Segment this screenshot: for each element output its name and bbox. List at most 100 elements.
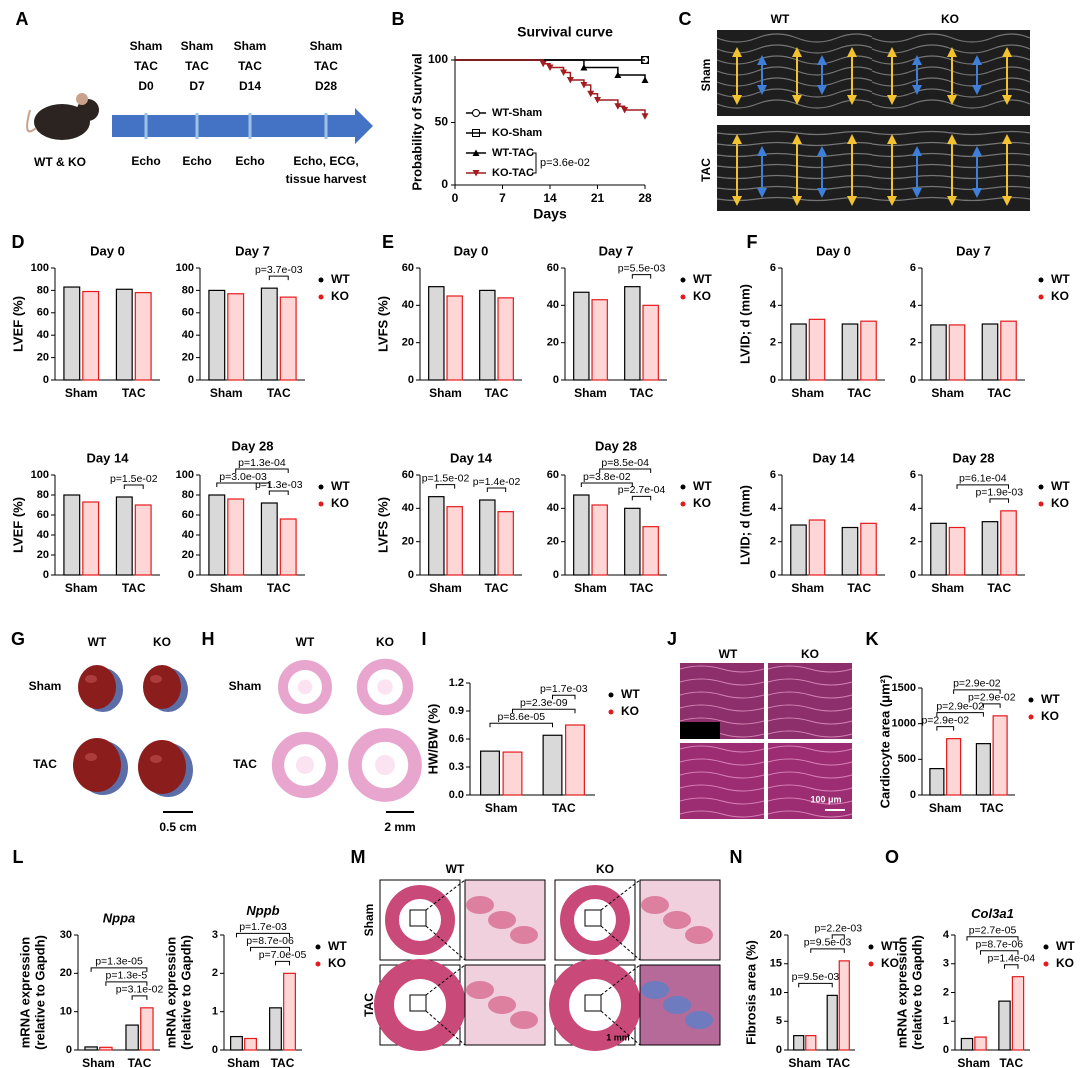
y-tick-label: 1500 bbox=[892, 682, 916, 694]
section-lumen bbox=[375, 755, 395, 775]
row-label: TAC bbox=[362, 993, 376, 1017]
bar bbox=[479, 499, 496, 576]
survival-line bbox=[455, 59, 646, 80]
bar bbox=[260, 287, 278, 381]
marker bbox=[641, 113, 649, 120]
legend-label: WT bbox=[328, 939, 347, 953]
legend-label: WT bbox=[1051, 272, 1070, 286]
zoom-line bbox=[600, 1010, 641, 1046]
y-tick-label: 0 bbox=[408, 374, 414, 386]
legend-dot bbox=[1038, 294, 1044, 300]
legend-label: KO bbox=[1051, 496, 1069, 510]
histology-texture bbox=[767, 758, 853, 766]
marker bbox=[594, 97, 601, 104]
trichrome-section bbox=[374, 959, 466, 1051]
y-axis-label: mRNA expression bbox=[894, 937, 909, 1049]
x-tick-label: Sham bbox=[791, 386, 824, 400]
bar bbox=[808, 519, 826, 576]
y-tick-label: 4 bbox=[943, 929, 950, 941]
row-label: TAC bbox=[33, 757, 57, 771]
bar bbox=[542, 734, 563, 796]
timeline-below: tissue harvest bbox=[286, 172, 367, 186]
significance-label: p=8.5e-04 bbox=[601, 457, 649, 469]
chart-title: Day 14 bbox=[813, 450, 856, 465]
x-tick-label: TAC bbox=[267, 581, 291, 595]
column-label: KO bbox=[376, 635, 394, 649]
significance-label: p=8.7e-06 bbox=[246, 935, 294, 947]
y-tick-label: 80 bbox=[182, 489, 194, 501]
y-tick-label: 60 bbox=[547, 469, 559, 481]
bar bbox=[642, 304, 659, 381]
column-label: KO bbox=[801, 647, 819, 661]
trichrome-section bbox=[549, 959, 641, 1051]
heart-highlight bbox=[150, 755, 162, 763]
zoom-line bbox=[425, 1010, 466, 1046]
significance-bracket bbox=[512, 708, 576, 714]
significance-bracket bbox=[532, 152, 537, 174]
y-axis-label: LVID; d (mm) bbox=[737, 284, 752, 364]
histology-texture bbox=[679, 704, 765, 712]
column-label: WT bbox=[446, 862, 465, 876]
y-tick-label: 0 bbox=[188, 569, 194, 581]
panel-letter: O bbox=[885, 847, 899, 867]
x-tick-label: Sham bbox=[82, 1056, 115, 1068]
y-tick-label: 20 bbox=[37, 549, 49, 561]
y-tick-label: 1.2 bbox=[449, 677, 464, 689]
histology-texture bbox=[767, 771, 853, 779]
legend-label: KO-Sham bbox=[492, 127, 542, 139]
bar bbox=[1000, 510, 1017, 576]
legend-label: KO bbox=[1051, 289, 1069, 303]
bar bbox=[860, 522, 877, 576]
timeline-label: D7 bbox=[189, 79, 205, 93]
x-tick-label: TAC bbox=[128, 1056, 152, 1068]
timeline-arrowhead bbox=[355, 108, 373, 144]
timeline-label: TAC bbox=[238, 59, 262, 73]
x-tick-label: Sham bbox=[931, 386, 964, 400]
significance-bracket bbox=[216, 482, 270, 487]
x-tick-label: Sham bbox=[210, 386, 243, 400]
legend-dot bbox=[1038, 277, 1044, 283]
bar bbox=[479, 289, 496, 381]
y-tick-label: 20 bbox=[37, 352, 49, 364]
bar bbox=[930, 522, 947, 576]
bar bbox=[948, 324, 966, 381]
significance-label: p=8.6e-05 bbox=[497, 711, 545, 723]
y-tick-label: 3 bbox=[212, 929, 218, 941]
bar bbox=[227, 293, 245, 381]
y-tick-label: 2 bbox=[910, 536, 916, 548]
y-tick-label: 0 bbox=[553, 569, 559, 581]
significance-bracket bbox=[810, 948, 845, 953]
bar bbox=[446, 295, 463, 381]
significance-label: p=2.9e-02 bbox=[968, 692, 1016, 704]
significance-label: p=3.1e-02 bbox=[116, 984, 164, 996]
legend-label: KO bbox=[881, 956, 899, 970]
chart-title: Day 7 bbox=[956, 243, 991, 258]
timeline-label: Sham bbox=[130, 39, 163, 53]
timeline-label: Sham bbox=[181, 39, 214, 53]
bar bbox=[805, 1035, 817, 1051]
legend-label: KO bbox=[1056, 956, 1074, 970]
x-tick-label: Sham bbox=[210, 581, 243, 595]
x-tick-label: Sham bbox=[429, 386, 462, 400]
histology-tile bbox=[680, 743, 764, 819]
x-tick-label: TAC bbox=[552, 801, 576, 815]
marker bbox=[580, 64, 588, 71]
bar bbox=[960, 1037, 974, 1051]
bar bbox=[591, 299, 608, 381]
y-axis-label: Fibrosis area (%) bbox=[743, 940, 758, 1045]
y-tick-label: 20 bbox=[547, 337, 559, 349]
timeline-label: D0 bbox=[138, 79, 154, 93]
significance-label: p=2.9e-02 bbox=[936, 700, 984, 712]
row-label: Sham bbox=[699, 59, 713, 92]
zoom-fiber bbox=[641, 981, 669, 999]
y-tick-label: 0 bbox=[776, 1044, 782, 1056]
y-tick-label: 0 bbox=[188, 374, 194, 386]
y-tick-label: 0 bbox=[43, 374, 49, 386]
y-tick-label: 60 bbox=[182, 509, 194, 521]
bar bbox=[269, 1007, 282, 1051]
panel-letter: I bbox=[421, 629, 426, 649]
significance-bracket bbox=[435, 484, 456, 489]
legend-dot bbox=[608, 692, 614, 698]
legend-label: WT bbox=[693, 272, 712, 286]
y-tick-label: 100 bbox=[176, 469, 194, 481]
